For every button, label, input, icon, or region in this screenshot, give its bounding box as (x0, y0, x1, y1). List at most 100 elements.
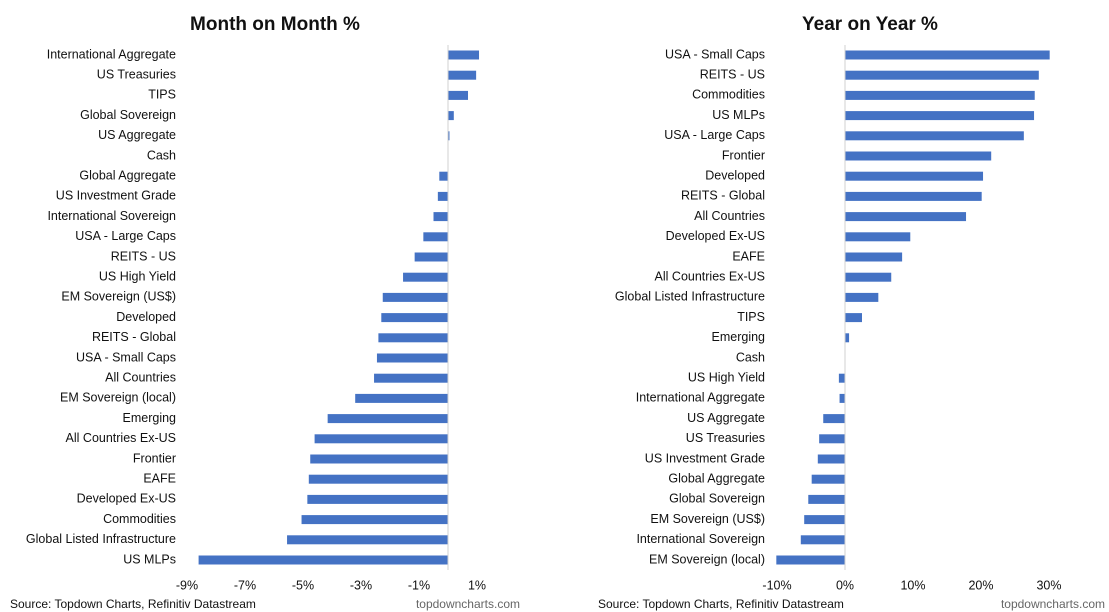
bar (817, 454, 845, 464)
bar (439, 171, 448, 181)
bar (448, 131, 450, 141)
bar (433, 212, 448, 222)
category-label: US Treasuries (97, 67, 176, 81)
bar (448, 90, 469, 100)
x-tick-label: -1% (408, 578, 430, 592)
category-label: EAFE (143, 471, 176, 485)
bar (845, 90, 1035, 100)
bar (845, 50, 1050, 60)
category-label: USA - Large Caps (664, 128, 765, 142)
bar (310, 454, 448, 464)
chart-title: Year on Year % (802, 14, 938, 35)
x-tick-label: 10% (900, 578, 925, 592)
source: Source: Topdown Charts, Refinitiv Datast… (598, 597, 844, 611)
bar (845, 171, 984, 181)
bar (804, 515, 845, 525)
bar (301, 515, 448, 525)
bar (845, 292, 879, 302)
chart-title: Month on Month % (190, 14, 360, 35)
category-label: TIPS (737, 310, 765, 324)
bar (845, 313, 862, 323)
category-label: REITS - Global (92, 330, 176, 344)
bar (845, 111, 1035, 121)
bar (776, 555, 845, 565)
bar (838, 373, 845, 383)
category-label: USA - Small Caps (76, 350, 176, 364)
source: Source: Topdown Charts, Refinitiv Datast… (10, 597, 256, 611)
bar (378, 333, 448, 343)
x-tick-label: -5% (292, 578, 314, 592)
x-tick-label: -7% (234, 578, 256, 592)
bar (845, 232, 911, 242)
credit: topdowncharts.com (1001, 597, 1105, 611)
bar (423, 232, 448, 242)
bar (800, 535, 845, 545)
category-label: EM Sovereign (local) (649, 552, 765, 566)
x-tick-label: 30% (1036, 578, 1061, 592)
category-label: Commodities (692, 88, 765, 102)
bar (448, 50, 480, 60)
x-tick-label: 0% (836, 578, 854, 592)
bar (845, 252, 903, 262)
category-label: USA - Large Caps (75, 229, 176, 243)
bar (845, 212, 967, 222)
category-label: US High Yield (99, 269, 176, 283)
category-label: EM Sovereign (US$) (650, 512, 765, 526)
category-label: USA - Small Caps (665, 47, 765, 61)
bar (287, 535, 448, 545)
category-label: EAFE (732, 249, 765, 263)
x-tick-label: -3% (350, 578, 372, 592)
credit: topdowncharts.com (416, 597, 520, 611)
category-label: International Aggregate (47, 47, 176, 61)
x-tick-label: 1% (468, 578, 486, 592)
bar (845, 333, 850, 343)
category-label: Developed (116, 310, 176, 324)
category-label: Emerging (123, 411, 177, 425)
bar (845, 70, 1039, 80)
category-label: Cash (736, 350, 765, 364)
category-label: US Treasuries (686, 431, 765, 445)
category-label: International Sovereign (636, 532, 765, 546)
category-label: All Countries Ex-US (655, 269, 765, 283)
x-tick-label: -9% (176, 578, 198, 592)
category-label: Global Aggregate (79, 168, 176, 182)
category-label: US Aggregate (98, 128, 176, 142)
bar (839, 393, 845, 403)
bar (198, 555, 448, 565)
bar (307, 494, 448, 504)
category-label: Commodities (103, 512, 176, 526)
category-label: International Aggregate (636, 391, 765, 405)
category-label: Global Listed Infrastructure (26, 532, 176, 546)
bar (811, 474, 845, 484)
bar (845, 272, 892, 282)
bar (374, 373, 448, 383)
bar (403, 272, 448, 282)
bar (382, 292, 448, 302)
category-label: Global Sovereign (669, 492, 765, 506)
bar (437, 191, 448, 201)
category-label: Global Sovereign (80, 108, 176, 122)
category-label: US MLPs (123, 552, 176, 566)
bar (448, 70, 477, 80)
category-label: US Investment Grade (645, 451, 765, 465)
category-label: Frontier (722, 148, 765, 162)
category-label: All Countries Ex-US (66, 431, 176, 445)
bar (308, 474, 448, 484)
category-label: US MLPs (712, 108, 765, 122)
category-label: Developed (705, 168, 765, 182)
bar (808, 494, 845, 504)
bar (414, 252, 448, 262)
category-label: Developed Ex-US (666, 229, 765, 243)
bar (327, 414, 448, 424)
bar (845, 191, 982, 201)
bar (381, 313, 448, 323)
category-label: REITS - Global (681, 189, 765, 203)
category-label: US Investment Grade (56, 189, 176, 203)
category-label: TIPS (148, 88, 176, 102)
bar (448, 111, 454, 121)
category-label: Cash (147, 148, 176, 162)
category-label: Developed Ex-US (77, 492, 176, 506)
x-tick-label: 20% (968, 578, 993, 592)
category-label: REITS - US (111, 249, 176, 263)
